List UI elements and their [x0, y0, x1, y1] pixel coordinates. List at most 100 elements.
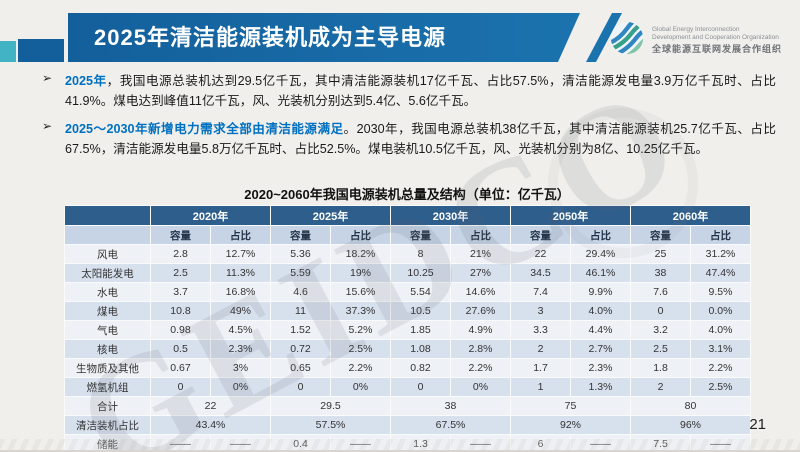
slide-title: 2025年清洁能源装机成为主导电源: [68, 13, 580, 62]
table-cell: 22: [151, 397, 271, 416]
table-cell: 5.2%: [331, 321, 391, 340]
row-label-cell: 气电: [65, 321, 151, 340]
table-cell: 1.08: [391, 340, 451, 359]
bottom-decoration: [0, 439, 800, 450]
bullet-list: ➢ 2025年，我国电源总装机达到29.5亿千瓦，其中清洁能源装机17亿千瓦、占…: [42, 71, 776, 167]
table-cell: 2.5%: [331, 340, 391, 359]
year-header-cell: 2050年: [511, 206, 631, 226]
table-cell: 0: [631, 302, 691, 321]
table-cell: 8: [391, 245, 451, 264]
table-cell: 19%: [331, 264, 391, 283]
table-cell: 75: [511, 397, 631, 416]
table-title: 2020~2060年我国电源装机总量及结构（单位：亿千瓦）: [64, 184, 750, 203]
table-cell: 11.3%: [211, 264, 271, 283]
table-cell: 2: [631, 378, 691, 397]
deco-teal-square: [0, 41, 16, 62]
table-cell: 38: [391, 397, 511, 416]
table-cell: 31.2%: [691, 245, 751, 264]
table-cell: 2.2%: [691, 359, 751, 378]
table-cell: 2.3%: [211, 340, 271, 359]
table-cell: 12.7%: [211, 245, 271, 264]
table-cell: 0%: [451, 378, 511, 397]
table-cell: 2.2%: [331, 359, 391, 378]
table-cell: 18.2%: [331, 245, 391, 264]
table-cell: 4.5%: [211, 321, 271, 340]
table-cell: 0%: [331, 378, 391, 397]
bullet-arrow-icon: ➢: [42, 119, 52, 133]
table-cell: 3.1%: [691, 340, 751, 359]
table-cell: 2.7%: [571, 340, 631, 359]
table-cell: 4.0%: [691, 321, 751, 340]
table-cell: 0.65: [271, 359, 331, 378]
table-cell: 5.59: [271, 264, 331, 283]
table-cell: 2.5: [151, 264, 211, 283]
table-cell: 2.8%: [451, 340, 511, 359]
table-cell: 16.8%: [211, 283, 271, 302]
table-cell: 43.4%: [151, 416, 271, 435]
bullet-point-2025: ➢ 2025年，我国电源总装机达到29.5亿千瓦，其中清洁能源装机17亿千瓦、占…: [42, 71, 776, 112]
org-name-cn: 全球能源互联网发展合作组织: [652, 44, 782, 55]
table-cell: 47.4%: [691, 264, 751, 283]
subheader-cell: 容量: [391, 226, 451, 245]
table-cell: 4.9%: [451, 321, 511, 340]
table-cell: 1.3%: [571, 378, 631, 397]
table-cell: 21%: [451, 245, 511, 264]
table-cell: 2: [511, 340, 571, 359]
table-cell: 3.2: [631, 321, 691, 340]
table-cell: 3.7: [151, 283, 211, 302]
row-label-cell: 合计: [65, 397, 151, 416]
bullet-point-2030: ➢ 2025～2030年新增电力需求全部由清洁能源满足。2030年，我国电源总装…: [42, 119, 776, 160]
row-label-cell: 清洁装机占比: [65, 416, 151, 435]
table-cell: 2.5%: [691, 378, 751, 397]
table-cell: 0.0%: [691, 302, 751, 321]
bullet-text: 2025年，我国电源总装机达到29.5亿千瓦，其中清洁能源装机17亿千瓦、占比5…: [65, 71, 776, 112]
page-number: 21: [749, 416, 766, 433]
table-cell: 7.4: [511, 283, 571, 302]
table-cell: 5.36: [271, 245, 331, 264]
table-cell: 1.7: [511, 359, 571, 378]
row-label-cell: 生物质及其他: [65, 359, 151, 378]
year-header-cell: 2025年: [271, 206, 391, 226]
table-cell: 0: [271, 378, 331, 397]
table-cell: 2.2%: [451, 359, 511, 378]
table-cell: 10.25: [391, 264, 451, 283]
table-cell: 38: [631, 264, 691, 283]
bullet-highlight: 2025～2030年新增电力需求全部由清洁能源满足: [65, 122, 344, 136]
table-cell: 25: [631, 245, 691, 264]
row-label-cell: 风电: [65, 245, 151, 264]
subheader-cell: 容量: [151, 226, 211, 245]
subheader-cell: 容量: [511, 226, 571, 245]
table-cell: 0.82: [391, 359, 451, 378]
row-label-cell: 太阳能发电: [65, 264, 151, 283]
table-cell: 10.8: [151, 302, 211, 321]
row-label-cell: 水电: [65, 283, 151, 302]
table-cell: 80: [631, 397, 751, 416]
year-header-cell: 2060年: [631, 206, 751, 226]
table-cell: 0: [151, 378, 211, 397]
table-cell: 29.4%: [571, 245, 631, 264]
globe-icon: [608, 19, 646, 62]
table-cell: 67.5%: [391, 416, 511, 435]
org-name: Global Energy Interconnection Developmen…: [652, 26, 782, 55]
table-cell: 34.5: [511, 264, 571, 283]
table-cell: 3%: [211, 359, 271, 378]
table-cell: 0: [391, 378, 451, 397]
bullet-text: 2025～2030年新增电力需求全部由清洁能源满足。2030年，我国电源总装机3…: [65, 119, 776, 160]
subheader-cell: 容量: [271, 226, 331, 245]
table-cell: 0.5: [151, 340, 211, 359]
table-cell: 2.8: [151, 245, 211, 264]
org-logo: Global Energy Interconnection Developmen…: [608, 19, 782, 62]
table-cell: 3.3: [511, 321, 571, 340]
table-cell: 0.98: [151, 321, 211, 340]
table-header-sub: 容量占比容量占比容量占比容量占比容量占比: [65, 226, 751, 245]
table-cell: 29.5: [271, 397, 391, 416]
table-cell: 10.5: [391, 302, 451, 321]
subheader-cell: 容量: [631, 226, 691, 245]
